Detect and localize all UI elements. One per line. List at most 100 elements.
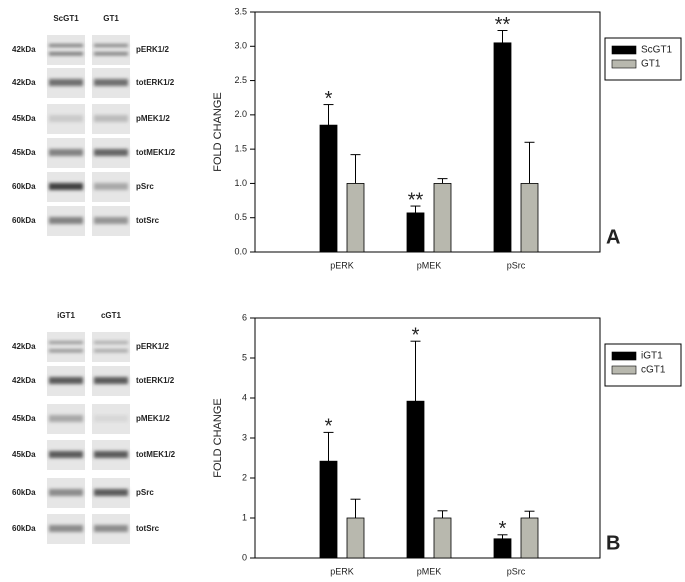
blot-band <box>49 52 83 56</box>
significance: * <box>325 88 333 110</box>
protein-label: totMEK1/2 <box>136 148 176 157</box>
blot-band <box>94 217 128 224</box>
significance: * <box>499 518 507 540</box>
blot-band <box>94 52 128 56</box>
blot-band <box>49 415 83 422</box>
protein-label: totSrc <box>136 216 160 225</box>
y-tick-label: 1 <box>242 512 247 522</box>
x-tick-label: pERK <box>330 566 354 576</box>
x-tick-label: pMEK <box>417 260 442 270</box>
bar <box>433 517 452 559</box>
protein-label: totERK1/2 <box>136 376 175 385</box>
error-bar <box>437 510 448 518</box>
size-label: 45kDa <box>12 450 36 459</box>
bar <box>406 212 425 253</box>
y-axis-label: FOLD CHANGE <box>212 92 224 171</box>
blot-band <box>49 451 83 458</box>
legend-label: ScGT1 <box>641 45 673 56</box>
blot-band <box>49 217 83 224</box>
x-tick-label: pMEK <box>417 566 442 576</box>
blot-band <box>49 79 83 86</box>
protein-label: pERK1/2 <box>136 342 169 351</box>
y-tick-label: 3.5 <box>234 6 247 16</box>
significance: * <box>325 416 333 438</box>
blot-band <box>94 525 128 532</box>
blot-band <box>49 44 83 47</box>
error-bar <box>410 340 421 402</box>
legend-box <box>604 343 682 387</box>
significance: * <box>412 324 420 346</box>
blot-band <box>94 44 128 47</box>
bar <box>493 42 512 253</box>
blot-band <box>94 377 128 384</box>
error-bar <box>350 498 361 518</box>
size-label: 42kDa <box>12 78 36 87</box>
error-bar <box>350 154 361 184</box>
y-tick-label: 5 <box>242 352 247 362</box>
error-bar <box>323 431 334 462</box>
protein-label: totERK1/2 <box>136 78 175 87</box>
y-tick-label: 1.5 <box>234 144 247 154</box>
y-tick-label: 0 <box>242 552 247 562</box>
blot-band <box>94 115 128 122</box>
error-bar <box>524 141 535 184</box>
panel-label: A <box>606 226 620 248</box>
bar <box>520 183 539 253</box>
blot-band <box>49 377 83 384</box>
significance: ** <box>495 14 511 36</box>
error-bar <box>497 534 508 539</box>
blot-band <box>94 415 128 422</box>
legend-swatch <box>611 351 637 361</box>
plot-frame <box>254 11 601 253</box>
y-tick-label: 4 <box>242 392 247 402</box>
size-label: 45kDa <box>12 414 36 423</box>
blot-band <box>49 115 83 122</box>
plot-frame <box>254 317 601 559</box>
protein-label: pSrc <box>136 182 154 191</box>
y-axis-label: FOLD CHANGE <box>212 398 224 477</box>
blot-band <box>94 341 128 344</box>
bar <box>319 124 338 253</box>
significance: ** <box>408 189 424 211</box>
protein-label: totMEK1/2 <box>136 450 176 459</box>
blot-band <box>49 183 83 190</box>
size-label: 60kDa <box>12 524 36 533</box>
y-tick-label: 0.0 <box>234 246 247 256</box>
size-label: 60kDa <box>12 488 36 497</box>
legend-swatch <box>611 365 637 375</box>
blot-band <box>94 183 128 190</box>
blot-band <box>94 489 128 496</box>
y-tick-label: 3.0 <box>234 41 247 51</box>
blot-band <box>49 489 83 496</box>
y-tick-label: 0.5 <box>234 212 247 222</box>
lane-label: iGT1 <box>57 311 75 320</box>
y-tick-label: 6 <box>242 312 247 322</box>
x-tick-label: pSrc <box>507 260 526 270</box>
y-tick-label: 1.0 <box>234 178 247 188</box>
legend-swatch <box>611 45 637 55</box>
blot-band <box>94 79 128 86</box>
legend-label: cGT1 <box>641 365 666 376</box>
bar <box>406 400 425 559</box>
blot-band <box>49 525 83 532</box>
blot-band <box>49 349 83 353</box>
error-bar <box>497 30 508 43</box>
protein-label: totSrc <box>136 524 160 533</box>
panel-label: B <box>606 532 620 554</box>
legend-swatch <box>611 59 637 69</box>
blot-band <box>94 349 128 353</box>
error-bar <box>437 178 448 184</box>
protein-label: pMEK1/2 <box>136 414 170 423</box>
protein-label: pSrc <box>136 488 154 497</box>
blot-band <box>49 341 83 344</box>
blot-band <box>94 149 128 156</box>
protein-label: pMEK1/2 <box>136 114 170 123</box>
bar <box>346 517 365 559</box>
bar <box>493 538 512 559</box>
blot-lane <box>92 35 130 65</box>
bar <box>520 517 539 559</box>
error-bar <box>524 510 535 518</box>
lane-label: cGT1 <box>101 311 122 320</box>
legend-label: iGT1 <box>641 351 663 362</box>
